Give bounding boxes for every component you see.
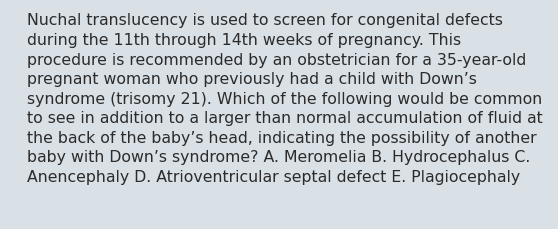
Text: Nuchal translucency is used to screen for congenital defects
during the 11th thr: Nuchal translucency is used to screen fo… — [27, 13, 543, 184]
